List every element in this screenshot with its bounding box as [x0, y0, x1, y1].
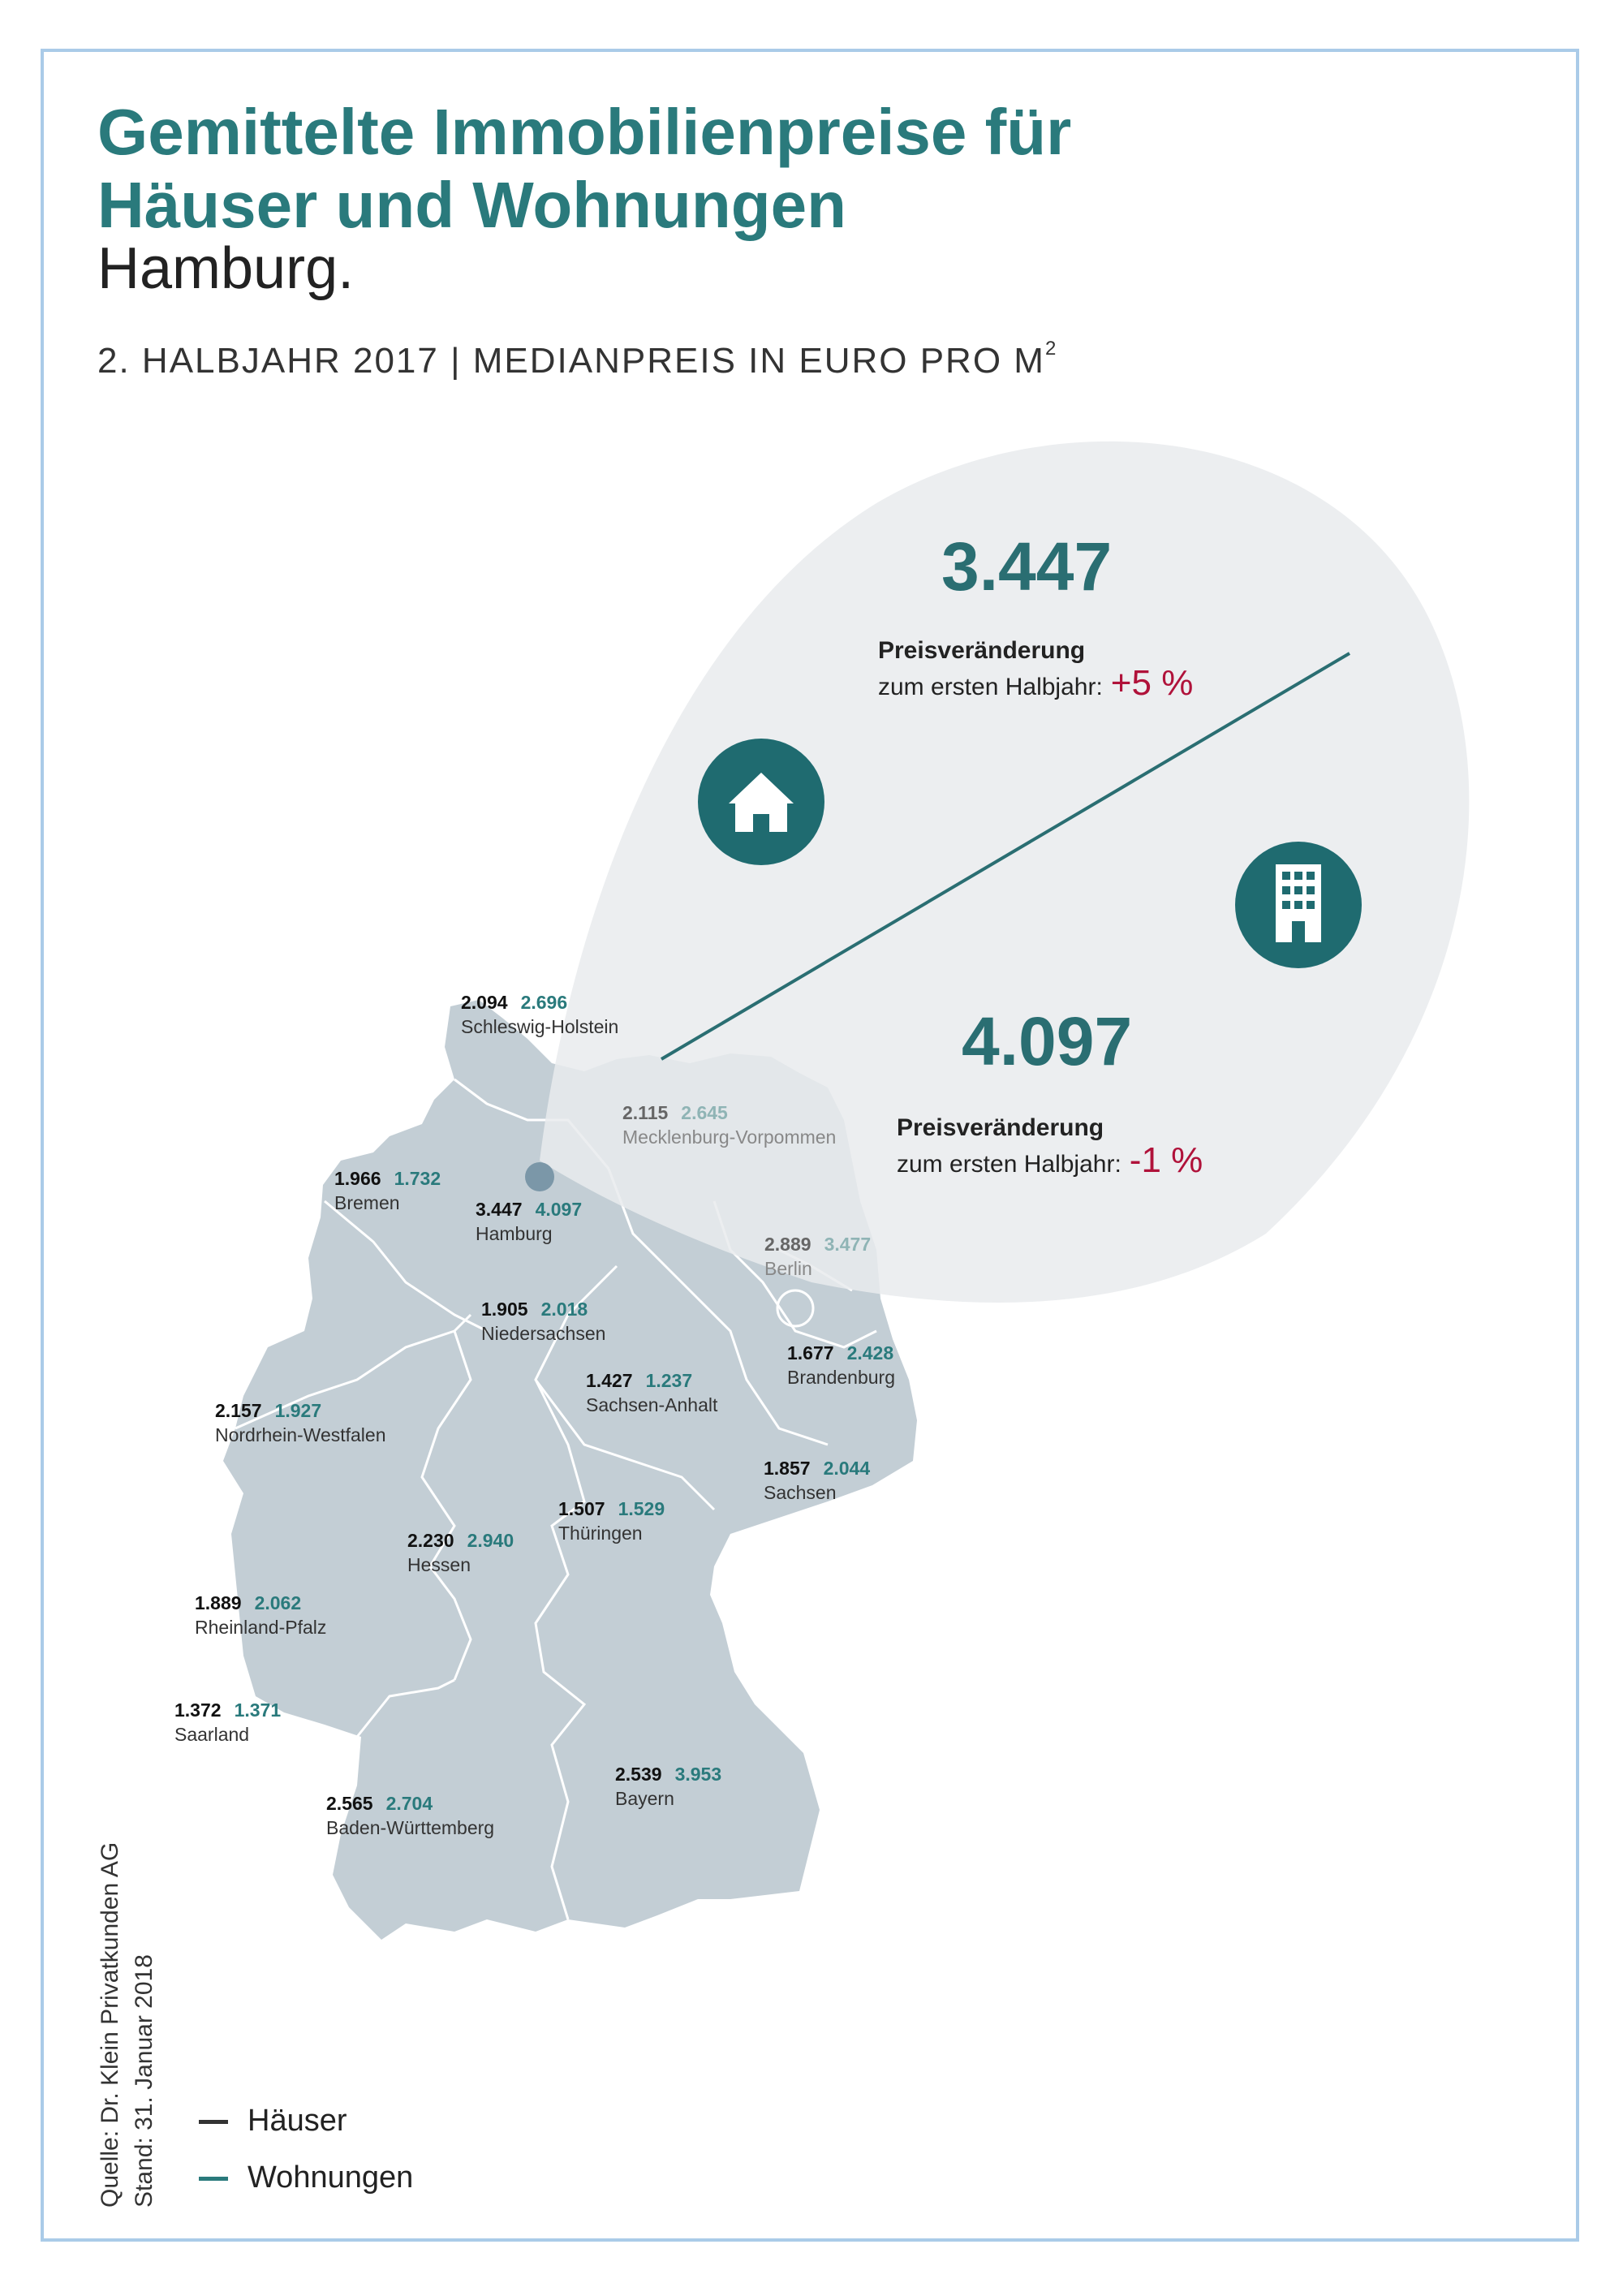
legend-item-houses: Häuser	[199, 2104, 347, 2139]
page-title: Gemittelte Immobilienpreise für Häuser u…	[97, 96, 1071, 242]
houses-value: 2.889	[764, 1234, 812, 1255]
apartments-change-sub: zum ersten Halbjahr:	[897, 1151, 1121, 1178]
apartments-value: 3.953	[674, 1764, 722, 1785]
state-label-berlin: 2.889 3.477 Berlin	[764, 1232, 871, 1281]
state-label-bayern: 2.539 3.953 Bayern	[615, 1762, 721, 1811]
state-name: Thüringen	[558, 1523, 643, 1544]
source-note: Quelle: Dr. Klein Privatkunden AG Stand:…	[93, 1842, 161, 2208]
houses-value: 2.157	[215, 1400, 262, 1421]
houses-value: 1.507	[558, 1498, 605, 1519]
state-name: Niedersachsen	[481, 1323, 606, 1344]
apartments-change: Preisveränderung zum ersten Halbjahr: -1 …	[897, 1112, 1203, 1181]
state-name: Sachsen	[764, 1482, 837, 1503]
houses-value: 1.427	[586, 1370, 633, 1391]
apartments-value: 4.097	[535, 1199, 583, 1220]
apartments-change-label: Preisveränderung	[897, 1114, 1104, 1141]
apartments-value: 2.018	[540, 1299, 588, 1320]
houses-change-sub: zum ersten Halbjahr:	[878, 674, 1103, 700]
state-name: Rheinland-Pfalz	[195, 1617, 327, 1638]
houses-value: 2.230	[407, 1530, 454, 1551]
state-name: Hamburg	[476, 1223, 553, 1244]
apartments-value: 1.732	[394, 1168, 441, 1189]
state-label-hamburg: 3.447 4.097 Hamburg	[476, 1197, 582, 1246]
callout-divider	[660, 652, 1351, 1061]
state-label-baden-wuerttemberg: 2.565 2.704 Baden-Württemberg	[326, 1791, 494, 1840]
state-label-mecklenburg-vorpommern: 2.115 2.645 Mecklenburg-Vorpommen	[622, 1101, 836, 1149]
state-name: Mecklenburg-Vorpommen	[622, 1126, 837, 1148]
page-frame	[41, 49, 1579, 2242]
state-label-schleswig-holstein: 2.094 2.696 Schleswig-Holstein	[461, 990, 618, 1039]
houses-change-value: +5 %	[1110, 663, 1194, 703]
houses-change: Preisveränderung zum ersten Halbjahr: +5 …	[878, 635, 1193, 704]
state-name: Saarland	[174, 1724, 250, 1745]
apartments-price-value: 4.097	[962, 1003, 1133, 1079]
berlin-marker	[776, 1289, 815, 1328]
apartments-change-value: -1 %	[1129, 1140, 1203, 1180]
house-icon	[698, 739, 824, 865]
apartments-value: 1.371	[234, 1699, 282, 1721]
state-name: Berlin	[764, 1258, 812, 1279]
state-label-niedersachsen: 1.905 2.018 Niedersachsen	[481, 1297, 605, 1346]
legend-item-apartments: Wohnungen	[199, 2160, 414, 2195]
state-name: Bayern	[615, 1788, 674, 1809]
houses-value: 2.115	[622, 1102, 669, 1123]
source-line-2: Stand: 31. Januar 2018	[131, 1954, 157, 2208]
state-label-sachsen: 1.857 2.044 Sachsen	[764, 1456, 870, 1505]
houses-value: 1.857	[764, 1458, 811, 1479]
state-name: Brandenburg	[787, 1367, 895, 1388]
apartments-value: 2.704	[385, 1793, 433, 1814]
apartments-value: 1.927	[274, 1400, 322, 1421]
source-line-1: Quelle: Dr. Klein Privatkunden AG	[97, 1842, 123, 2208]
apartments-value: 1.237	[645, 1370, 693, 1391]
apartment-building-icon	[1235, 842, 1362, 968]
legend-swatch-houses	[199, 2120, 228, 2124]
state-label-sachsen-anhalt: 1.427 1.237 Sachsen-Anhalt	[586, 1368, 717, 1417]
legend-swatch-apartments	[199, 2177, 228, 2181]
apartments-value: 2.645	[681, 1102, 728, 1123]
state-name: Bremen	[334, 1192, 400, 1213]
apartments-value: 2.696	[520, 992, 568, 1013]
houses-value: 1.889	[195, 1592, 242, 1613]
state-label-rheinland-pfalz: 1.889 2.062 Rheinland-Pfalz	[195, 1591, 326, 1639]
state-name: Sachsen-Anhalt	[586, 1394, 718, 1415]
state-label-bremen: 1.966 1.732 Bremen	[334, 1166, 441, 1215]
title-line-1: Gemittelte Immobilienpreise für	[97, 96, 1072, 168]
callout-bubble	[540, 441, 1470, 1303]
apartments-value: 2.062	[254, 1592, 302, 1613]
houses-value: 1.966	[334, 1168, 381, 1189]
houses-value: 2.094	[461, 992, 508, 1013]
houses-price-value: 3.447	[941, 528, 1113, 605]
state-label-nordrhein-westfalen: 2.157 1.927 Nordrhein-Westfalen	[215, 1398, 386, 1447]
period-unit-label: 2. HALBJAHR 2017 | MEDIANPREIS IN EURO P…	[97, 338, 1058, 381]
unit-superscript: 2	[1044, 338, 1058, 360]
state-name: Schleswig-Holstein	[461, 1016, 619, 1037]
houses-value: 3.447	[476, 1199, 523, 1220]
apartments-value: 2.940	[467, 1530, 514, 1551]
hamburg-marker	[525, 1162, 554, 1191]
city-subtitle: Hamburg.	[97, 236, 355, 301]
apartments-value: 2.428	[846, 1342, 894, 1363]
houses-value: 1.372	[174, 1699, 222, 1721]
houses-change-label: Preisveränderung	[878, 637, 1086, 664]
houses-value: 1.677	[787, 1342, 834, 1363]
state-label-hessen: 2.230 2.940 Hessen	[407, 1528, 514, 1577]
houses-value: 2.539	[615, 1764, 662, 1785]
state-label-brandenburg: 1.677 2.428 Brandenburg	[787, 1341, 895, 1389]
legend-label-houses: Häuser	[248, 2104, 347, 2138]
period-unit-text: 2. HALBJAHR 2017 | MEDIANPREIS IN EURO P…	[97, 341, 1045, 381]
state-name: Hessen	[407, 1554, 471, 1575]
houses-value: 2.565	[326, 1793, 373, 1814]
houses-value: 1.905	[481, 1299, 528, 1320]
apartments-value: 2.044	[823, 1458, 871, 1479]
state-label-saarland: 1.372 1.371 Saarland	[174, 1698, 281, 1747]
state-name: Baden-Württemberg	[326, 1817, 495, 1838]
apartments-value: 1.529	[618, 1498, 665, 1519]
legend-label-apartments: Wohnungen	[248, 2160, 414, 2195]
title-line-2: Häuser und Wohnungen	[97, 169, 846, 241]
state-label-thueringen: 1.507 1.529 Thüringen	[558, 1497, 665, 1545]
state-name: Nordrhein-Westfalen	[215, 1424, 386, 1445]
apartments-value: 3.477	[824, 1234, 872, 1255]
